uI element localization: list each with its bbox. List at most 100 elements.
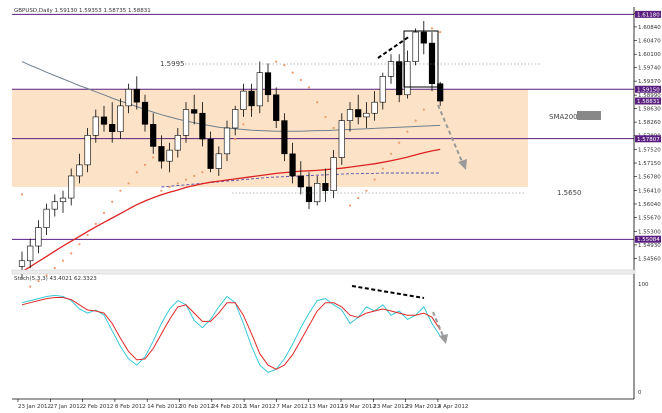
candle-body <box>248 90 255 107</box>
candle-body <box>371 101 378 114</box>
stochastic-panel <box>21 285 448 373</box>
price-tag-box <box>635 235 661 243</box>
stoch-arrow-shaft <box>432 311 445 339</box>
time-axis-label: 20 Feb 2012 <box>180 404 214 410</box>
sar-dot <box>242 123 245 126</box>
price-tag-label: 1.61180 <box>637 12 660 18</box>
sar-dot <box>94 222 97 225</box>
candle-body <box>18 260 26 267</box>
stoch-tick-labels: 100 0 <box>638 282 649 396</box>
price-tag-box <box>635 135 661 143</box>
sar-dot <box>193 174 196 178</box>
candle-body <box>437 83 444 102</box>
time-axis-label: 23 Mar 2012 <box>373 404 408 410</box>
chart-title: GBPUSD,Daily 1.59130 1.59353 1.58735 1.5… <box>14 8 151 14</box>
candle-body <box>281 120 288 155</box>
sar-dot <box>70 252 73 255</box>
price-tags: 1.61180 1.59150 1.58831 1.57807 1.55084 <box>635 10 661 243</box>
sar-dot <box>127 182 130 185</box>
candle-body <box>207 138 214 169</box>
price-tick-label: 1.60840 <box>638 25 661 31</box>
time-axis-label: 1 Mar 2012 <box>244 404 275 410</box>
support-label-1-5650: 1.5650 <box>557 189 582 197</box>
price-tag-box <box>635 85 661 93</box>
candle-body <box>240 90 247 110</box>
sar-dot <box>324 115 327 119</box>
sar-dot <box>119 189 122 192</box>
stochastic-lines <box>21 294 441 373</box>
candle-body <box>330 157 337 191</box>
sar-dot <box>102 211 106 214</box>
candle-body <box>420 31 427 44</box>
candle-body <box>141 101 149 125</box>
sar-dot <box>53 267 56 270</box>
price-tick-label: 1.58630 <box>638 106 661 112</box>
price-tick-label: 1.55670 <box>638 216 661 222</box>
price-tick-label: 1.60470 <box>638 39 661 45</box>
panel-divider <box>11 269 636 275</box>
price-tick-label: 1.57520 <box>638 147 661 153</box>
sma200-legend-swatch <box>577 111 601 120</box>
price-tag-label: 1.58831 <box>637 99 660 105</box>
price-tick-label: 1.60100 <box>638 52 661 58</box>
sar-dot <box>29 285 32 288</box>
price-tick-label: 1.58260 <box>638 120 661 126</box>
highlight-box <box>403 30 439 88</box>
sar-dot <box>348 204 352 207</box>
sar-dot <box>86 233 89 237</box>
horizontal-levels <box>12 13 634 240</box>
sar-dot <box>111 200 114 203</box>
candle-body <box>232 109 239 129</box>
time-axis-label: 2 Feb 2012 <box>83 404 114 410</box>
sar-dot <box>275 60 278 63</box>
sar-dot <box>176 182 179 185</box>
sar-dot <box>135 171 138 174</box>
sar-dot <box>45 274 48 277</box>
price-tag-box <box>635 97 661 105</box>
sar-dot <box>398 141 401 144</box>
candle-body <box>133 88 140 103</box>
candle-body <box>100 116 108 125</box>
sar-dot <box>37 279 40 283</box>
candle-body <box>404 61 411 96</box>
candle-body <box>273 94 280 121</box>
sar-dot <box>143 163 147 166</box>
sar-dot <box>168 185 171 189</box>
time-axis-label: 7 Mar 2012 <box>276 404 307 410</box>
sar-dot <box>406 130 409 133</box>
candle-body <box>396 61 403 96</box>
sar-dot <box>316 101 319 104</box>
candle-body <box>68 175 75 199</box>
stoch-title: Stoch(5,3,3) 43.4021 62.3323 <box>14 276 97 282</box>
time-axis-label: 8 Feb 2012 <box>115 404 146 410</box>
price-tag-label: 1.59150 <box>637 87 660 93</box>
price-tick-label: 1.58990 <box>638 93 661 99</box>
candle-body <box>174 135 181 151</box>
price-tag-label: 1.57807 <box>637 137 660 143</box>
candle-body <box>412 31 419 62</box>
time-axis-label: 24 Feb 2012 <box>212 404 246 410</box>
time-axis-label: 14 Feb 2012 <box>147 404 181 410</box>
sar-dot <box>291 71 294 74</box>
price-tick-label: 1.54930 <box>638 243 661 249</box>
time-axis-labels: 23 Jan 2012 27 Jan 2012 2 Feb 2012 8 Feb 20… <box>17 399 468 410</box>
price-tick-label: 1.56410 <box>638 188 661 194</box>
candle-body <box>289 153 296 177</box>
red-ma-polyline <box>21 148 441 273</box>
candle-body <box>109 123 116 132</box>
sar-dot <box>160 189 163 192</box>
candle-body <box>387 61 395 77</box>
sar-dot <box>414 119 417 122</box>
stoch-tick-0: 0 <box>638 390 642 396</box>
candle-body <box>43 208 50 228</box>
stoch-series-1 <box>21 297 441 370</box>
candle-body <box>363 112 370 118</box>
sar-dot <box>61 259 65 262</box>
price-tag-label: 1.55084 <box>637 237 660 243</box>
candle-body <box>338 120 345 158</box>
candle-body <box>355 109 362 118</box>
sar-dot <box>307 86 311 89</box>
sar-dot <box>234 137 237 141</box>
sar-dot <box>20 193 24 196</box>
